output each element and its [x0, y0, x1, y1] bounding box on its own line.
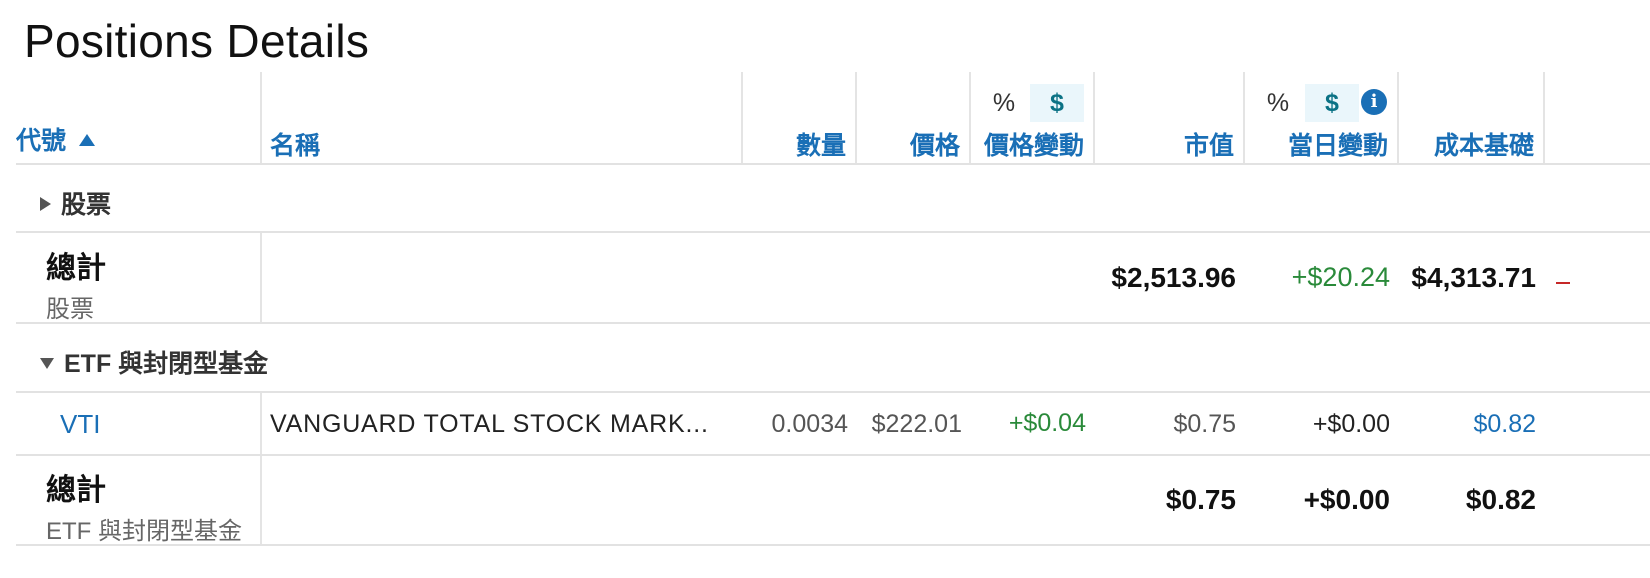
header-divider — [16, 163, 1650, 165]
info-icon[interactable]: i — [1361, 89, 1387, 115]
position-cost-basis-link[interactable]: $0.82 — [1473, 410, 1536, 438]
column-header-symbol[interactable]: 代號 — [16, 121, 95, 157]
column-divider — [855, 72, 857, 164]
column-divider — [260, 72, 262, 164]
column-divider — [1397, 72, 1399, 164]
column-divider — [260, 233, 262, 322]
column-header-cost-basis[interactable]: 成本基礎 — [1433, 132, 1534, 160]
position-price: $222.01 — [871, 410, 962, 438]
column-header-name[interactable]: 名稱 — [270, 132, 321, 160]
group-toggle-stocks[interactable]: 股票 — [40, 185, 111, 221]
column-header-price-change[interactable]: 價格變動 — [983, 132, 1084, 160]
page-title: Positions Details — [24, 15, 370, 67]
group-toggle-etf[interactable]: ETF 與封閉型基金 — [40, 344, 268, 380]
position-day-change: +$0.00 — [1312, 410, 1390, 438]
position-name: VANGUARD TOTAL STOCK MARK... — [270, 410, 709, 438]
row-divider — [16, 391, 1650, 393]
etf-total-label: 總計 — [46, 474, 106, 507]
column-divider — [969, 72, 971, 164]
column-header-quantity[interactable]: 數量 — [795, 132, 846, 160]
position-price-change: +$0.04 — [1008, 409, 1086, 437]
column-header-day-change[interactable]: 當日變動 — [1287, 132, 1388, 160]
etf-total-sub: ETF 與封閉型基金 — [46, 518, 242, 545]
position-symbol-link[interactable]: VTI — [60, 409, 101, 439]
column-header-symbol-label: 代號 — [16, 127, 67, 155]
column-divider — [741, 72, 743, 164]
column-header-price[interactable]: 價格 — [909, 132, 960, 160]
day-change-percent-toggle[interactable]: % — [1266, 89, 1290, 117]
stocks-total-day-change: +$20.24 — [1291, 262, 1390, 292]
column-header-market-value[interactable]: 市值 — [1183, 132, 1234, 160]
etf-total-market-value: $0.75 — [1165, 484, 1236, 515]
stocks-total-cost-basis: $4,313.71 — [1411, 262, 1536, 293]
sort-ascending-icon — [78, 134, 95, 146]
stocks-total-sub: 股票 — [46, 296, 94, 323]
price-change-percent-toggle[interactable]: % — [992, 89, 1016, 117]
group-label-etf: ETF 與封閉型基金 — [64, 350, 269, 378]
row-divider — [16, 454, 1650, 456]
day-change-dollar-toggle[interactable]: $ — [1305, 84, 1359, 122]
column-divider — [1093, 72, 1095, 164]
etf-total-cost-basis: $0.82 — [1465, 484, 1536, 515]
collapse-arrow-icon — [40, 358, 54, 369]
price-change-dollar-toggle[interactable]: $ — [1030, 84, 1084, 122]
expand-arrow-icon — [40, 197, 51, 211]
position-quantity: 0.0034 — [771, 410, 848, 438]
stocks-total-market-value: $2,513.96 — [1111, 262, 1236, 293]
row-divider — [16, 322, 1650, 324]
row-divider — [16, 544, 1650, 546]
row-divider — [16, 231, 1650, 233]
negative-indicator — [1556, 282, 1570, 284]
column-divider — [260, 393, 262, 454]
column-divider — [1543, 72, 1545, 164]
stocks-total-label: 總計 — [46, 252, 106, 285]
position-market-value: $0.75 — [1173, 410, 1236, 438]
group-label-stocks: 股票 — [61, 191, 112, 219]
column-divider — [1243, 72, 1245, 164]
etf-total-day-change: +$0.00 — [1303, 484, 1390, 515]
column-divider — [260, 456, 262, 544]
